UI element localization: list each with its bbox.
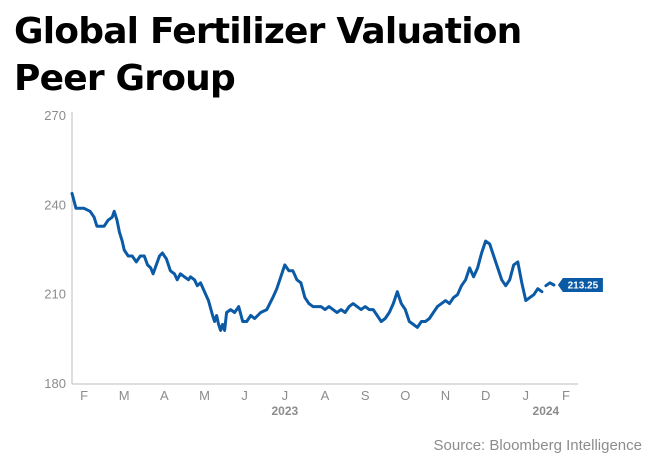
x-tick-label: A: [160, 388, 169, 403]
source-note: Source: Bloomberg Intelligence: [433, 437, 642, 454]
series-line-end: [544, 281, 556, 288]
year-label: 2023: [271, 404, 298, 418]
series-line: [70, 191, 544, 332]
y-tick-label: 270: [44, 108, 66, 123]
y-tick-label: 210: [44, 287, 66, 302]
plot-area: [70, 191, 556, 332]
y-tick-labels: 180 210 240 270: [44, 108, 66, 391]
x-tick-label: S: [361, 388, 370, 403]
y-tick-label: 180: [44, 376, 66, 391]
chart-title: Global Fertilizer Valuation Peer Group: [14, 11, 522, 99]
x-tick-label: J: [241, 388, 248, 403]
x-tick-label: M: [119, 388, 130, 403]
x-tick-label: J: [523, 388, 530, 403]
y-tick-label: 240: [44, 197, 66, 212]
year-labels: 2023 2024: [271, 404, 559, 418]
year-label: 2024: [533, 404, 560, 418]
x-tick-label: O: [400, 388, 410, 403]
x-tick-label: A: [321, 388, 330, 403]
x-tick-label: N: [441, 388, 450, 403]
axes: [71, 112, 578, 385]
last-value-text: 213.25: [568, 280, 599, 291]
x-tick-label: D: [481, 388, 490, 403]
last-value-badge: [557, 277, 603, 292]
x-tick-label: F: [80, 388, 88, 403]
x-tick-label: M: [199, 388, 210, 403]
last-value-label: 213.25: [557, 277, 603, 292]
x-tick-label: F: [562, 388, 570, 403]
x-tick-label: J: [282, 388, 289, 403]
